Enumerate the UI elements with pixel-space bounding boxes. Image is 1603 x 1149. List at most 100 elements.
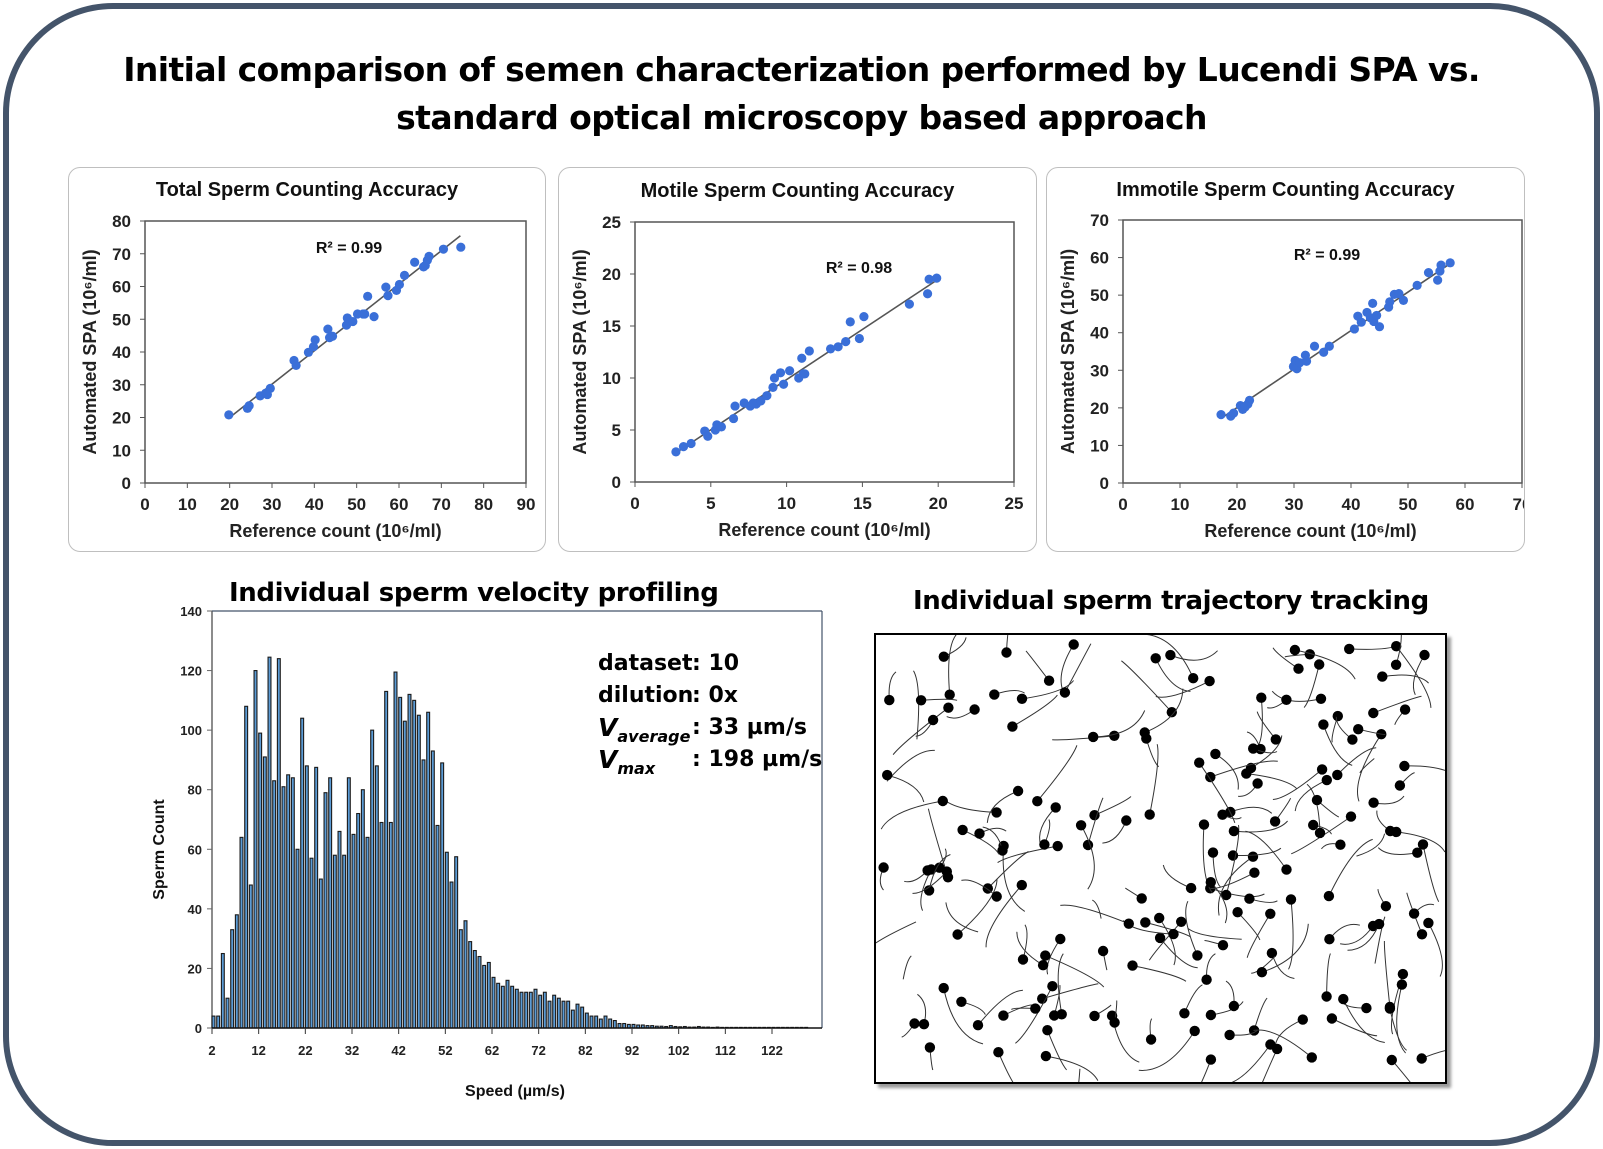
stat-label: dilution [598,683,694,708]
trajectory-path [1395,645,1432,708]
sperm-head [1252,778,1263,789]
trajectory-path [1322,724,1353,766]
data-point [308,342,319,352]
histogram-bar [570,1009,575,1029]
trajectory-path [1042,983,1099,1000]
histogram-bar [547,1000,552,1029]
data-point [360,309,370,319]
x-tick-label: 20 [1228,495,1247,514]
histogram-bar [267,656,272,1029]
chart-title: Motile Sperm Counting Accuracy [640,180,955,202]
data-point [904,299,914,309]
trajectory-path [902,955,912,980]
sperm-head [1037,960,1049,971]
x-tick-label: 40 [1342,495,1361,514]
trajectory-path [1162,864,1192,889]
data-point [800,369,810,379]
sperm-head [1256,692,1267,703]
sperm-head [1368,797,1379,808]
trajectory-path [1377,847,1418,855]
stat-label: Vmax [598,744,655,785]
histogram-bar [384,690,389,1029]
y-tick-label: 40 [112,343,131,362]
sperm-head [1040,1050,1052,1062]
y-tick-label: 10 [112,441,131,460]
velocity-section-title: Individual sperm velocity profiling [229,578,719,608]
x-axis-label: Reference count (10⁶/ml) [1204,521,1416,541]
data-point [1433,275,1443,285]
histogram-bar [505,979,510,1029]
stat-value: : 10 [692,651,740,676]
sperm-head [1154,932,1166,944]
sperm-head [882,769,893,781]
sperm-head [1210,748,1221,760]
y-tick-label: 30 [1090,361,1109,380]
sperm-head [1399,760,1410,772]
sperm-head [1297,1014,1308,1025]
sperm-head [952,929,963,940]
trajectory-path [1210,887,1265,898]
histogram-bar [295,848,300,1029]
histogram-bar [575,1003,580,1029]
x-tick-label: 60 [390,495,409,514]
sperm-head [1324,934,1335,945]
histogram-bar [388,821,393,1029]
histogram-bar [584,1012,589,1029]
y-tick-label: 0 [1100,474,1109,493]
sperm-head [918,1019,930,1030]
histogram-bar [309,857,314,1029]
histogram-bar [276,658,281,1029]
histogram-bar [449,881,454,1029]
x-tick-label: 30 [1285,495,1304,514]
trajectory-path [1138,1030,1196,1071]
trajectory-path [1155,680,1210,698]
trajectory-path [1331,1018,1378,1037]
y-tick-label: 20 [112,409,131,428]
sperm-head [922,865,933,876]
sperm-head [1270,734,1281,745]
trajectory-path [1237,911,1261,941]
sperm-head [1315,693,1327,704]
trajectory-path [1060,904,1129,925]
histogram-bar [337,830,342,1029]
x-tick-label: 80 [474,495,493,514]
sperm-head [1390,659,1402,670]
data-point [1423,268,1434,278]
trajectory-path [1148,921,1182,961]
data-point [1301,356,1312,366]
sperm-head [974,828,985,839]
histogram-bar [407,693,412,1029]
data-point [671,447,681,457]
sperm-head [1249,867,1260,878]
trajectory-path [1274,1019,1304,1046]
y-tick-label: 50 [1090,286,1109,305]
x-tick-label: 50 [1399,495,1418,514]
y-tick-label: 50 [112,310,131,329]
sperm-head [1228,1000,1240,1012]
trajectory-path [1187,927,1242,940]
histogram-bar [300,717,305,1029]
trajectory-path [1396,984,1406,1054]
trajectory-path [1141,633,1194,679]
trajectory-path [1015,985,1053,1044]
histogram-bar [304,765,309,1029]
trajectory-path [1406,892,1423,935]
trajectory-path [1391,1059,1434,1118]
x-tick-label: 0 [1118,495,1127,514]
trajectory-path [1336,747,1377,776]
histogram-bar [360,789,365,1029]
x-tick-label: 52 [438,1043,452,1058]
data-point [785,366,795,376]
sperm-head [1068,639,1079,650]
x-axis-label: Speed (µm/s) [465,1083,565,1100]
sperm-head [1326,1013,1338,1024]
trajectory-path [1246,773,1298,790]
sperm-head [957,824,968,836]
histogram-bar [402,720,407,1029]
sperm-head [989,689,1000,700]
sperm-head [1059,687,1071,698]
sperm-head [1075,820,1087,831]
histogram-bar [454,856,459,1029]
sperm-head [1353,724,1364,735]
trajectory-path [1159,937,1198,969]
